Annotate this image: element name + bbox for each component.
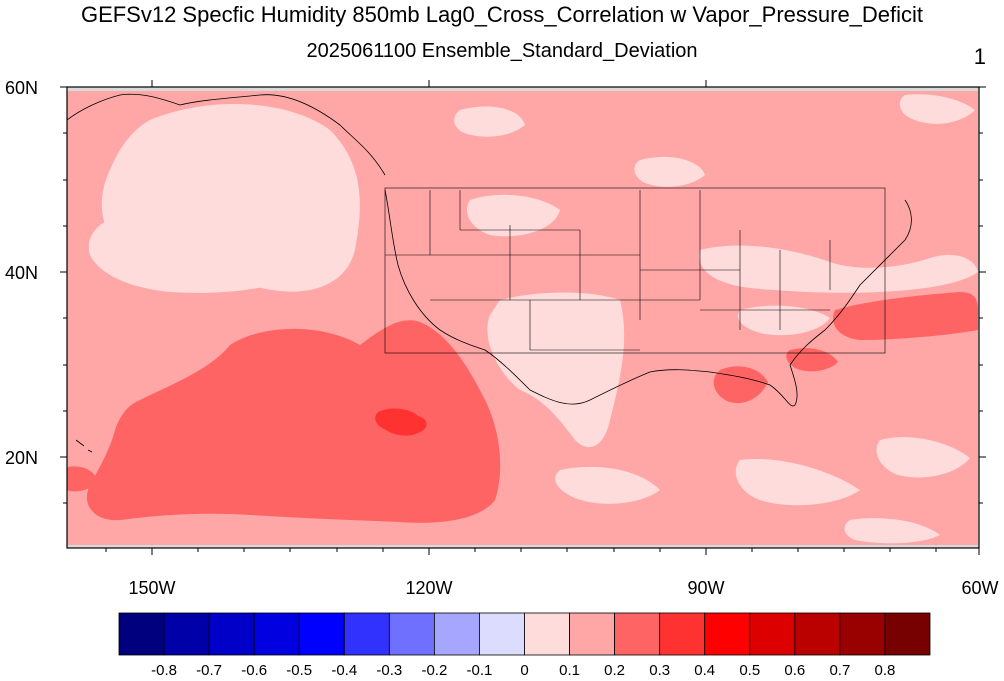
- colorbar: -0.8 -0.7 -0.6 -0.5 -0.4 -0.3 -0.2 -0.1 0 0.1 0.2 0…: [118, 612, 931, 679]
- colorbar-label: -0.2: [421, 662, 447, 679]
- colorbar-swatch: [208, 612, 255, 656]
- colorbar-label: -0.8: [151, 662, 177, 679]
- field-light-regions: [88, 94, 978, 544]
- colorbar-swatch: [298, 612, 345, 656]
- colorbar-swatch: [794, 612, 841, 656]
- colorbar-swatch: [839, 612, 886, 656]
- lon-label-150w: 150W: [128, 578, 175, 598]
- colorbar-label: 0.4: [694, 662, 715, 679]
- colorbar-swatch: [118, 612, 165, 656]
- plot-subtitle: 2025061100 Ensemble_Standard_Deviation: [306, 40, 698, 62]
- colorbar-swatch: [163, 612, 210, 656]
- colorbar-label: 0.2: [604, 662, 625, 679]
- colorbar-label: -0.4: [331, 662, 357, 679]
- colorbar-label: 0: [520, 662, 528, 679]
- coastlines: [67, 93, 912, 453]
- colorbar-swatch: [524, 612, 570, 656]
- colorbar-label: 0.3: [649, 662, 670, 679]
- field-medium-regions: [67, 292, 978, 523]
- colorbar-label: -0.1: [467, 662, 493, 679]
- colorbar-swatch: [614, 612, 661, 656]
- colorbar-label: -0.3: [376, 662, 402, 679]
- lat-label-60n: 60N: [5, 78, 38, 98]
- colorbar-swatch: [704, 612, 751, 656]
- map-field: [67, 87, 979, 548]
- colorbar-swatch: [884, 612, 931, 656]
- colorbar-label: -0.7: [196, 662, 222, 679]
- colorbar-label: 0.5: [739, 662, 760, 679]
- state-borders: [384, 187, 886, 354]
- colorbar-swatch: [659, 612, 706, 656]
- colorbar-swatch: [479, 612, 525, 656]
- colorbar-swatch: [569, 612, 616, 656]
- colorbar-swatch: [749, 612, 796, 656]
- plot-title: GEFSv12 Specfic Humidity 850mb Lag0_Cros…: [80, 2, 924, 27]
- lon-label-60w: 60W: [961, 578, 998, 598]
- lat-ticks: [60, 86, 986, 504]
- lon-label-120w: 120W: [405, 578, 452, 598]
- colorbar-label: 0.7: [829, 662, 850, 679]
- colorbar-label: -0.5: [286, 662, 312, 679]
- colorbar-label: 0.8: [875, 662, 896, 679]
- colorbar-label: 0.6: [784, 662, 805, 679]
- lat-label-20n: 20N: [5, 448, 38, 468]
- lon-ticks: [105, 80, 980, 555]
- lat-label-40n: 40N: [5, 263, 38, 283]
- colorbar-swatch: [343, 612, 390, 656]
- colorbar-label: 0.1: [559, 662, 580, 679]
- colorbar-label: -0.6: [241, 662, 267, 679]
- colorbar-swatch: [253, 612, 300, 656]
- field-strong-region: [375, 408, 427, 436]
- colorbar-swatch: [433, 612, 480, 656]
- colorbar-swatch: [388, 612, 435, 656]
- corner-label: 1: [973, 44, 986, 69]
- lon-label-90w: 90W: [687, 578, 724, 598]
